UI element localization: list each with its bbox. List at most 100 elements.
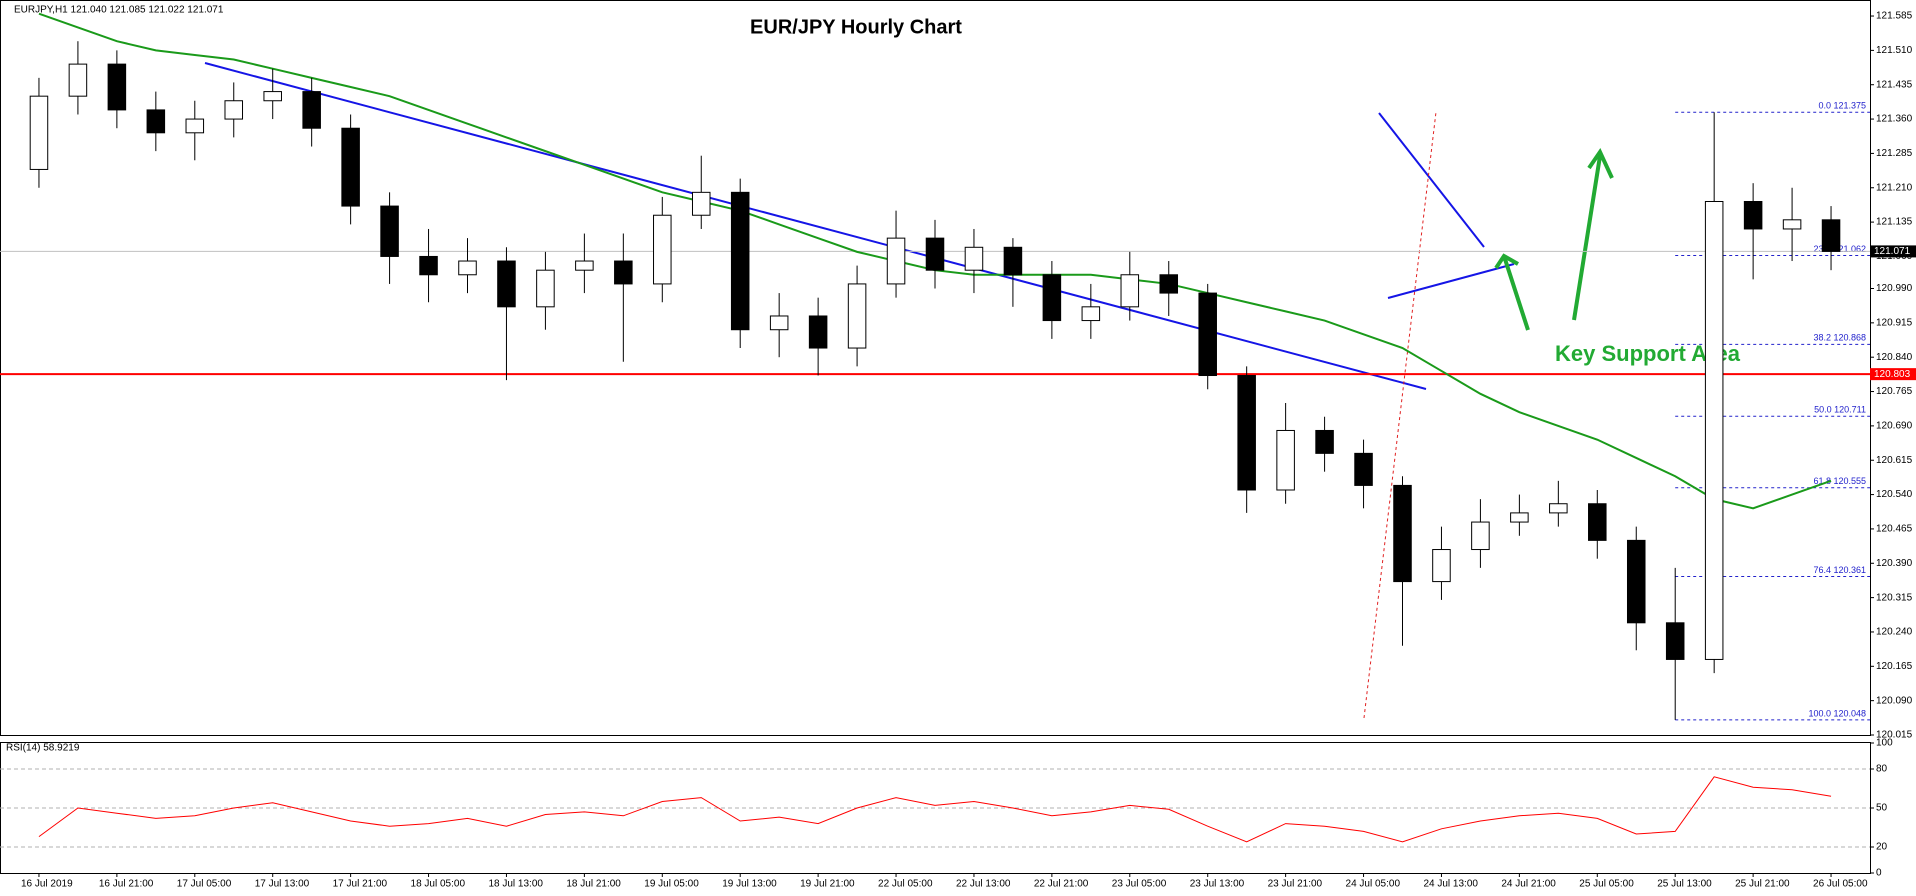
candle-body xyxy=(964,246,984,271)
y-tick-label: 121.585 xyxy=(1876,11,1913,22)
triangle-lower xyxy=(1387,263,1515,299)
rsi-tick-label: 20 xyxy=(1876,842,1888,853)
candle-body xyxy=(1081,306,1101,322)
candle-body xyxy=(1588,503,1607,541)
main-pane xyxy=(0,0,1871,736)
rsi-label: RSI(14) 58.9219 xyxy=(6,743,80,754)
x-tick-label: 23 Jul 05:00 xyxy=(1112,879,1167,890)
candle-body xyxy=(341,127,360,207)
x-tick-label: 19 Jul 05:00 xyxy=(644,879,699,890)
candle-body xyxy=(1704,200,1724,660)
x-tick-label: 22 Jul 21:00 xyxy=(1034,879,1089,890)
y-tick-label: 120.165 xyxy=(1876,661,1913,672)
support-price-label: 120.803 xyxy=(1874,369,1911,380)
candle-body xyxy=(497,260,516,308)
candle-body xyxy=(808,315,828,349)
candle-body xyxy=(1393,484,1412,583)
rsi-tick-label: 80 xyxy=(1876,764,1888,775)
candle-body xyxy=(730,191,750,331)
current-price-box xyxy=(1870,245,1916,258)
x-tick-label: 26 Jul 05:00 xyxy=(1813,879,1868,890)
candle-body xyxy=(1237,375,1256,491)
y-tick-label: 121.510 xyxy=(1876,45,1913,56)
x-tick-label: 23 Jul 13:00 xyxy=(1190,879,1245,890)
candle-body xyxy=(224,100,244,120)
candle-body xyxy=(1159,274,1179,294)
candle-body xyxy=(263,91,282,102)
candle-body xyxy=(1003,246,1023,276)
candle-body xyxy=(1120,274,1140,308)
trend-line xyxy=(204,62,1427,390)
fib-label: 100.0 120.048 xyxy=(1808,708,1866,718)
y-tick-label: 121.135 xyxy=(1876,217,1913,228)
candle-body xyxy=(691,191,711,216)
y-tick-label: 120.840 xyxy=(1876,352,1913,363)
x-tick-label: 18 Jul 13:00 xyxy=(488,879,543,890)
x-tick-label: 17 Jul 05:00 xyxy=(177,879,232,890)
arrows xyxy=(1494,147,1614,331)
y-tick-label: 120.540 xyxy=(1876,489,1913,500)
candle-body xyxy=(107,63,127,111)
candle-body xyxy=(1198,292,1217,377)
x-tick-label: 25 Jul 13:00 xyxy=(1657,879,1712,890)
candle-body xyxy=(1276,429,1295,491)
candle-body xyxy=(886,237,906,285)
fib-label: 61.8 120.555 xyxy=(1813,476,1866,486)
rsi-tick-label: 100 xyxy=(1876,738,1893,749)
candle-body xyxy=(1626,539,1646,624)
y-tick-label: 121.435 xyxy=(1876,79,1913,90)
candle-body xyxy=(458,260,477,276)
candle-body xyxy=(1821,219,1841,252)
x-tick-label: 24 Jul 05:00 xyxy=(1346,879,1401,890)
x-tick-label: 22 Jul 05:00 xyxy=(878,879,933,890)
fib-label: 0.0 121.375 xyxy=(1818,101,1866,111)
x-tick-label: 18 Jul 21:00 xyxy=(566,879,621,890)
candle-body xyxy=(1471,521,1490,551)
candle-body xyxy=(1315,429,1334,454)
x-tick-label: 24 Jul 21:00 xyxy=(1501,879,1556,890)
candle-body xyxy=(146,109,166,134)
chart-title: EUR/JPY Hourly Chart xyxy=(750,16,962,38)
candle-body xyxy=(847,283,867,349)
candle-body xyxy=(1042,274,1062,322)
x-tick-label: 18 Jul 05:00 xyxy=(411,879,466,890)
x-tick-label: 16 Jul 21:00 xyxy=(99,879,154,890)
fib-label: 76.4 120.361 xyxy=(1813,565,1866,575)
candle-body xyxy=(185,118,205,134)
rsi-tick-label: 50 xyxy=(1876,803,1888,814)
y-tick-label: 120.615 xyxy=(1876,455,1913,466)
x-tick-label: 25 Jul 05:00 xyxy=(1579,879,1634,890)
fib-label: 50.0 120.711 xyxy=(1814,405,1866,415)
candle-body xyxy=(302,91,321,129)
candle-body xyxy=(1510,512,1529,523)
candle-body xyxy=(536,269,555,308)
arrow-up xyxy=(1572,147,1614,321)
y-tick-label: 120.915 xyxy=(1876,317,1913,328)
rsi-tick-label: 0 xyxy=(1876,868,1882,879)
candle-body xyxy=(1665,622,1685,660)
x-tick-label: 25 Jul 21:00 xyxy=(1735,879,1790,890)
symbol-header: EURJPY,H1 121.040 121.085 121.022 121.07… xyxy=(14,5,224,16)
candle-body xyxy=(614,260,633,285)
y-tick-label: 120.765 xyxy=(1876,386,1913,397)
candle-body xyxy=(68,63,88,97)
y-tick-label: 121.285 xyxy=(1876,148,1913,159)
candle-body xyxy=(575,260,594,271)
x-tick-label: 19 Jul 21:00 xyxy=(800,879,855,890)
y-tick-label: 121.210 xyxy=(1876,182,1913,193)
candle-body xyxy=(380,205,399,257)
x-tick-label: 24 Jul 13:00 xyxy=(1423,879,1478,890)
candle-body xyxy=(925,237,945,271)
x-tick-label: 22 Jul 13:00 xyxy=(956,879,1011,890)
y-tick-label: 120.690 xyxy=(1876,421,1913,432)
x-tick-label: 23 Jul 21:00 xyxy=(1268,879,1323,890)
x-tick-label: 19 Jul 13:00 xyxy=(722,879,777,890)
y-tick-label: 121.360 xyxy=(1876,114,1913,125)
fib-diagonal xyxy=(1363,111,1437,719)
rsi-line xyxy=(38,776,1832,843)
candle-body xyxy=(419,255,438,276)
candle-body xyxy=(769,315,789,331)
candle-body xyxy=(1549,503,1568,514)
